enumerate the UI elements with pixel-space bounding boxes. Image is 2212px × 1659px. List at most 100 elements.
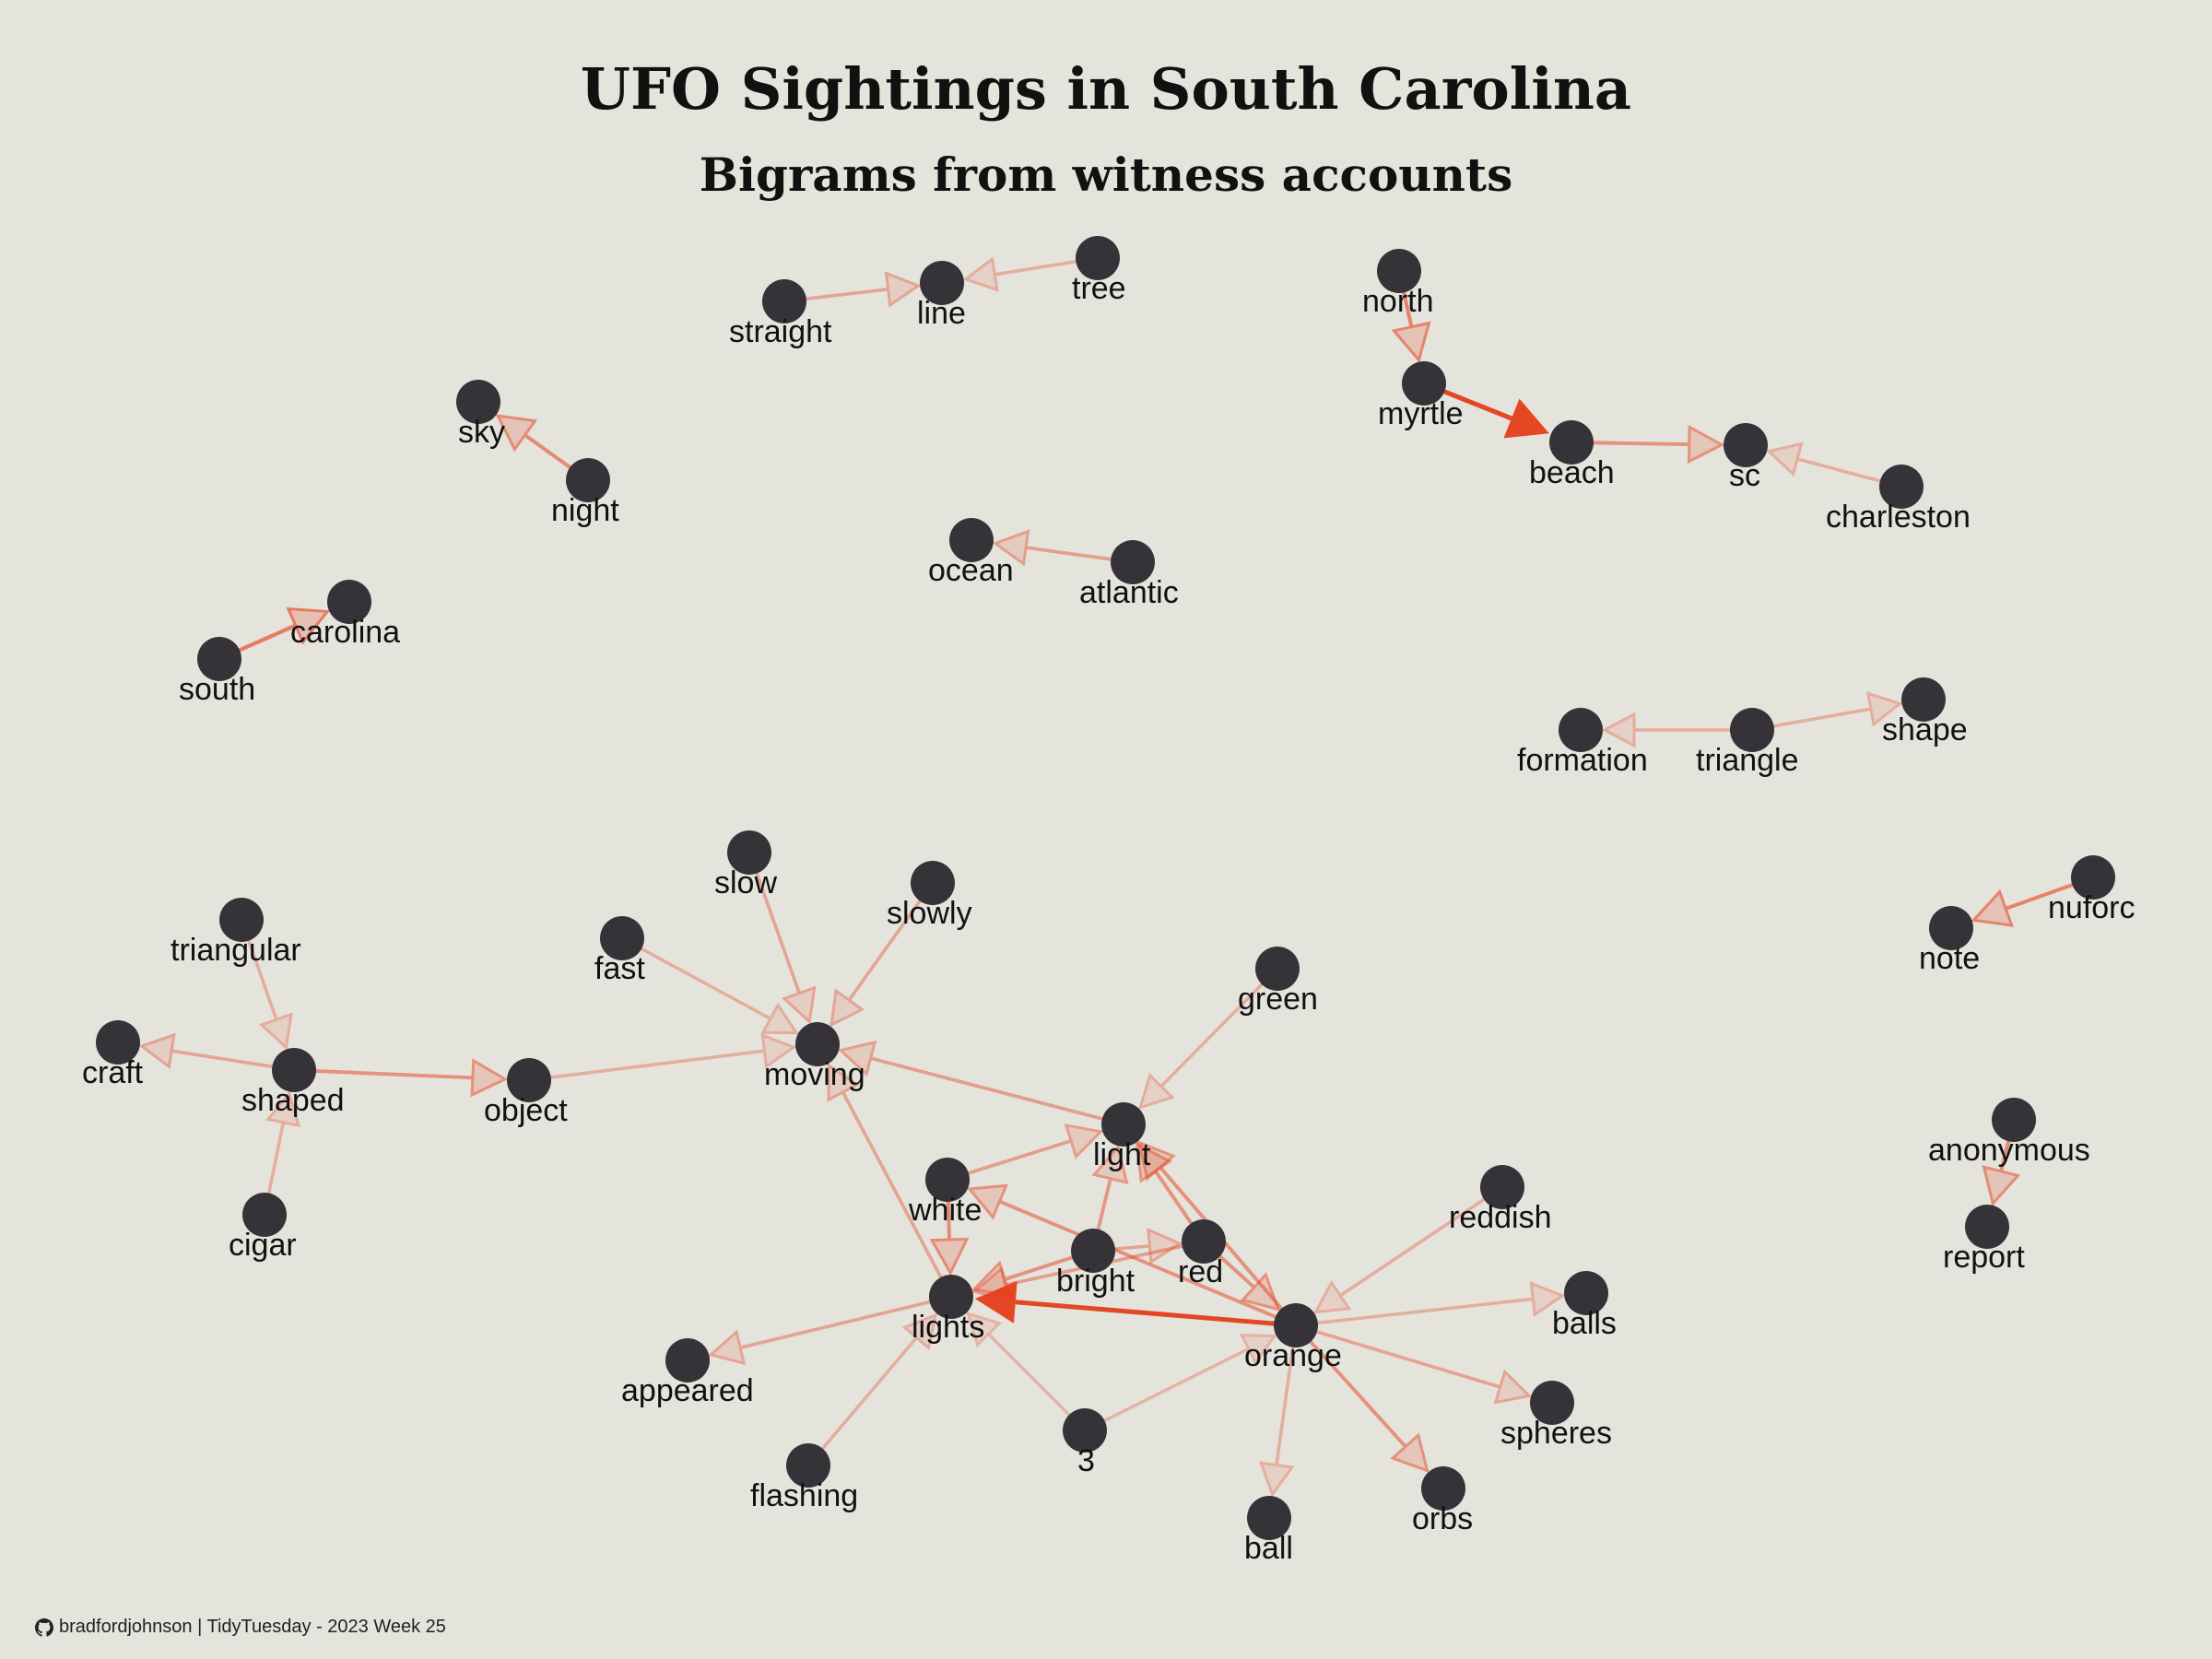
node-night [566,458,610,502]
node-red [1182,1219,1226,1264]
node-label-north: north [1362,284,1434,319]
node-sc [1724,423,1768,467]
edge-line [1275,1324,1298,1465]
node-label-shaped: shaped [241,1083,345,1118]
edge-line [293,1068,473,1080]
node-label-slowly: slowly [887,896,972,931]
node-label-myrtle: myrtle [1378,396,1464,431]
edge-slow-moving [747,852,817,1025]
node-label-shape: shape [1882,712,1968,747]
node-north [1377,249,1421,293]
edge-orange-balls [1295,1281,1566,1327]
node-label-south: south [179,672,255,707]
node-flashing [786,1443,830,1488]
edge-white-light [947,1123,1104,1182]
edge-arrowhead [1971,888,2014,927]
node-bright [1071,1229,1115,1273]
node-carolina [327,580,371,624]
node-object [507,1058,551,1102]
node-tree [1076,236,1120,280]
edge-arrowhead [1687,424,1725,465]
edge-reddish-orange [1312,1185,1503,1314]
node-label-3: 3 [1077,1443,1095,1478]
node-formation [1559,708,1603,752]
caption: bradfordjohnson | TidyTuesday - 2023 Wee… [35,1617,446,1638]
edge-line [739,1295,952,1349]
edge-lights-moving [827,1063,953,1298]
edge-3-lights [966,1312,1087,1432]
node-charleston [1879,465,1924,509]
edge-line [998,1199,1297,1327]
edge-arrowhead [1493,1369,1533,1405]
edge-orange-orbs [1294,1324,1430,1474]
edge-light-moving [838,1040,1124,1126]
node-craft [96,1020,140,1065]
edge-arrowhead [1312,1279,1352,1314]
edge-arrowhead [1138,1072,1175,1110]
edge-arrowhead [470,1058,509,1098]
caption-text: bradfordjohnson | TidyTuesday - 2023 Wee… [59,1617,446,1637]
edge-arrowhead [1136,1140,1176,1182]
node-label-charleston: charleston [1826,500,1971,535]
node-label-night: night [551,493,619,528]
edge-arrowhead [901,1312,938,1350]
edge-layer [138,256,2094,1498]
node-south [197,637,241,681]
node-label-line: line [917,296,966,331]
node-line [920,261,964,305]
node-label-balls: balls [1552,1306,1617,1341]
label-layer: straight line tree north myrtle beach sc charle… [82,271,2136,1566]
edge-arrowhead [286,606,331,645]
edge-line [621,936,771,1020]
node-label-beach: beach [1529,455,1615,490]
edge-triangular-shaped [240,919,293,1051]
node-label-light: light [1093,1137,1151,1172]
node-lights [929,1275,973,1319]
node-label-object: object [484,1093,568,1128]
edge-line [1339,1185,1503,1298]
node-myrtle [1402,361,1446,406]
node-anonymous [1992,1098,2036,1142]
node-label-white: white [908,1193,982,1228]
chart-title: UFO Sightings in South Carolina [580,55,1632,123]
edge-arrowhead [708,1329,747,1366]
node-spheres [1530,1381,1574,1425]
node-label-cigar: cigar [229,1228,297,1263]
node-label-report: report [1943,1240,2025,1275]
node-label-reddish: reddish [1449,1200,1552,1235]
edge-line [1084,1347,1250,1432]
node-label-ball: ball [1244,1531,1293,1566]
edge-arrowhead [967,1183,1008,1220]
node-ocean [949,518,994,562]
edge-orange-white [967,1183,1297,1327]
edge-line [1015,1300,1297,1328]
node-label-triangle: triangle [1696,743,1799,778]
edge-line [528,1049,765,1082]
edge-shaped-craft [138,1032,295,1072]
edge-arrowhead [1503,398,1549,439]
node-triangular [219,898,264,942]
node-triangle [1730,708,1774,752]
node-label-nuforc: nuforc [2048,890,2136,925]
edge-arrowhead [992,529,1030,567]
chart-subtitle: Bigrams from witness accounts [699,147,1513,202]
node-label-fast: fast [594,951,645,986]
edge-arrowhead [1391,321,1431,363]
edge-fast-moving [621,936,799,1035]
node-moving [795,1022,840,1066]
node-orbs [1421,1466,1465,1511]
edge-arrowhead [827,1063,860,1102]
edge-arrowhead [962,256,999,292]
node-green [1255,947,1300,991]
edge-slowly-moving [830,881,935,1028]
node-appeared [665,1338,710,1382]
node-label-atlantic: atlantic [1079,575,1179,610]
node-balls [1564,1271,1608,1315]
node-label-spheres: spheres [1500,1416,1612,1451]
edge-arrowhead [1091,1145,1129,1185]
node-label-ocean: ocean [928,553,1014,588]
edge-arrowhead [929,1237,970,1277]
edge-lights-appeared [708,1295,952,1366]
node-slowly [911,861,955,905]
